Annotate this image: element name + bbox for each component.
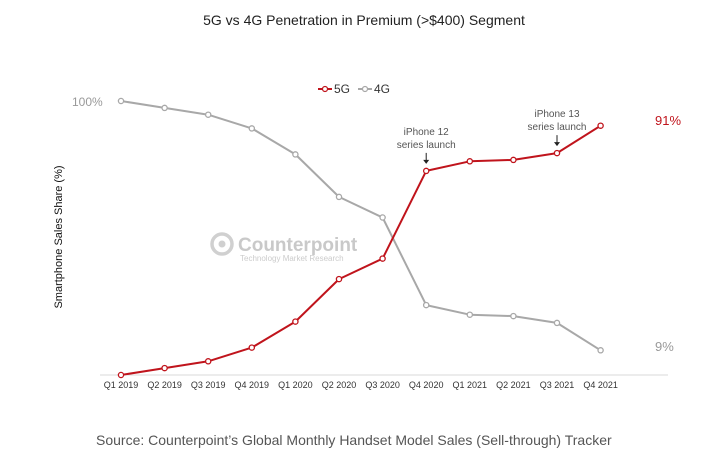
end-label-4g: 9% bbox=[655, 339, 674, 354]
annotation-text: series launch bbox=[528, 122, 587, 133]
x-tick-label: Q2 2021 bbox=[496, 380, 531, 390]
data-point-5g bbox=[597, 122, 604, 129]
annotation-arrow-icon bbox=[423, 159, 430, 164]
series-line-4g bbox=[120, 100, 602, 352]
counterpoint-logo-icon bbox=[210, 232, 234, 256]
x-tick-label: Q2 2019 bbox=[147, 380, 182, 390]
x-ticks: Q1 2019 Q2 2019 Q3 2019 Q4 2019 Q1 2020 Q2 20… bbox=[104, 380, 618, 390]
legend-item-4g: 4G bbox=[358, 82, 390, 96]
x-tick-label: Q3 2021 bbox=[540, 380, 575, 390]
watermark: Counterpoint Technology Market Research bbox=[210, 232, 358, 263]
end-label-5g: 91% bbox=[655, 113, 681, 128]
data-point-4g bbox=[335, 193, 343, 201]
watermark-tagline: Technology Market Research bbox=[240, 254, 344, 263]
data-point-4g bbox=[597, 347, 604, 354]
data-point-4g bbox=[510, 312, 517, 320]
data-point-4g bbox=[117, 97, 125, 105]
data-point-5g bbox=[466, 158, 474, 165]
data-point-5g bbox=[422, 167, 430, 175]
x-tick-label: Q2 2020 bbox=[322, 380, 357, 390]
legend: 5G 4G bbox=[318, 82, 390, 96]
legend-label-5g: 5G bbox=[334, 82, 350, 96]
annotation-text: iPhone 12 bbox=[404, 127, 449, 138]
series-line-5g bbox=[120, 124, 602, 376]
watermark-name: Counterpoint bbox=[238, 235, 358, 256]
data-point-5g bbox=[553, 149, 561, 157]
data-point-5g bbox=[335, 275, 343, 283]
x-tick-label: Q1 2021 bbox=[453, 380, 488, 390]
data-point-5g bbox=[204, 358, 212, 365]
chart-title: 5G vs 4G Penetration in Premium (>$400) … bbox=[203, 12, 525, 28]
legend-item-5g: 5G bbox=[318, 82, 350, 96]
data-point-4g bbox=[204, 111, 212, 118]
data-point-5g bbox=[292, 318, 299, 325]
annotations: iPhone 12 series launch iPhone 13 series la… bbox=[397, 109, 587, 164]
annotation-text: series launch bbox=[397, 140, 456, 151]
annotation-text: iPhone 13 bbox=[534, 109, 579, 120]
x-tick-label: Q4 2019 bbox=[235, 380, 270, 390]
data-point-4g bbox=[379, 214, 386, 221]
data-point-4g bbox=[292, 151, 299, 158]
source-note: Source: Counterpoint’s Global Monthly Ha… bbox=[96, 432, 612, 448]
series-layer bbox=[117, 97, 604, 379]
x-tick-label: Q1 2019 bbox=[104, 380, 139, 390]
data-point-5g bbox=[161, 364, 168, 372]
annotation-arrow-icon bbox=[554, 142, 560, 147]
data-point-4g bbox=[553, 319, 561, 327]
data-point-4g bbox=[466, 311, 474, 318]
data-point-5g bbox=[248, 344, 256, 351]
x-tick-label: Q3 2020 bbox=[365, 380, 400, 390]
legend-label-4g: 4G bbox=[374, 82, 390, 96]
data-point-5g bbox=[379, 255, 386, 262]
data-point-4g bbox=[248, 125, 256, 132]
y-axis-label: Smartphone Sales Share (%) bbox=[53, 165, 65, 308]
data-point-4g bbox=[422, 301, 430, 309]
x-tick-label: Q3 2019 bbox=[191, 380, 226, 390]
data-point-5g bbox=[510, 156, 517, 164]
x-tick-label: Q1 2020 bbox=[278, 380, 313, 390]
x-tick-label: Q4 2020 bbox=[409, 380, 444, 390]
data-point-4g bbox=[161, 104, 168, 112]
y-top-label: 100% bbox=[72, 95, 103, 109]
x-tick-label: Q4 2021 bbox=[583, 380, 618, 390]
data-point-5g bbox=[117, 371, 125, 379]
